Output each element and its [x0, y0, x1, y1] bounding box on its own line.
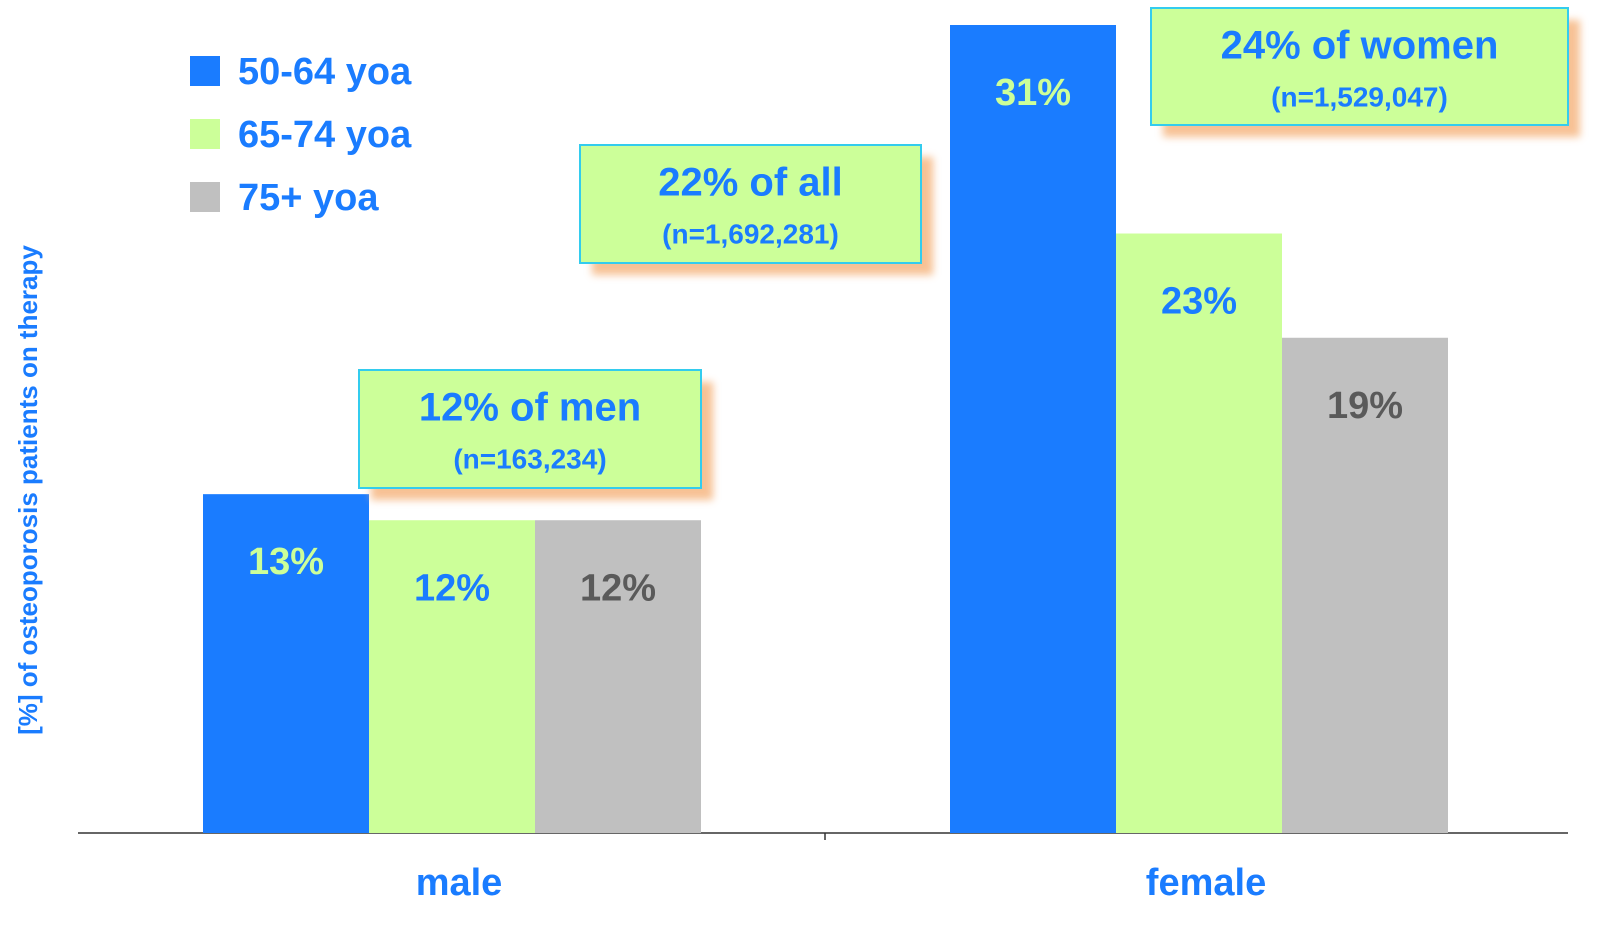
x-tick-label: female: [1146, 862, 1266, 904]
value-label: 12%: [580, 567, 656, 609]
annotation-subtext: (n=1,529,047): [1271, 81, 1448, 112]
annotation-box: [358, 369, 702, 489]
bar: [1116, 233, 1282, 834]
annotation-text: 12% of men: [419, 386, 641, 430]
value-label: 19%: [1327, 385, 1403, 427]
annotation-text: 24% of women: [1221, 24, 1499, 68]
annotation-box: [1150, 7, 1569, 126]
value-label: 31%: [995, 72, 1071, 114]
legend-label: 50-64 yoa: [238, 51, 412, 93]
x-tick-label: male: [416, 862, 503, 904]
bar: [369, 520, 535, 833]
value-label: 23%: [1161, 281, 1237, 323]
annotation-subtext: (n=1,692,281): [662, 218, 839, 249]
value-label: 13%: [248, 541, 324, 583]
y-axis-label: [%] of osteoporosis patients on therapy: [13, 245, 43, 735]
legend-label: 75+ yoa: [238, 177, 379, 219]
bar: [203, 494, 369, 833]
legend-swatch: [190, 182, 220, 212]
legend-swatch: [190, 119, 220, 149]
bar: [1282, 337, 1448, 833]
annotation-box: [579, 144, 922, 264]
annotation-subtext: (n=163,234): [453, 443, 606, 474]
legend-label: 65-74 yoa: [238, 114, 412, 156]
legend-swatch: [190, 56, 220, 86]
bar: [535, 520, 701, 833]
value-label: 12%: [414, 567, 490, 609]
annotation-text: 22% of all: [658, 161, 843, 205]
bar: [950, 25, 1116, 833]
